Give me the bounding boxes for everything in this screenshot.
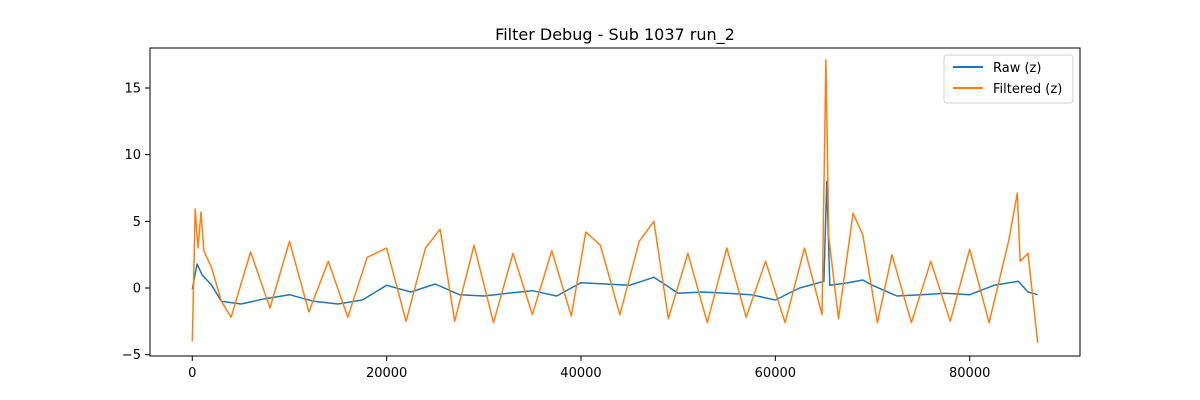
axes-frame (149, 47, 1081, 357)
y-tick-label: 5 (133, 215, 141, 230)
series-line-filtered (191, 59, 1039, 343)
y-tick-label: 15 (124, 82, 141, 97)
x-tick-label: 0 (188, 366, 196, 381)
x-axis-ticks: 0 20000 40000 60000 80000 (188, 356, 990, 381)
x-tick-label: 40000 (560, 366, 601, 381)
x-tick-label: 20000 (366, 366, 407, 381)
y-tick-label: 0 (133, 282, 141, 297)
x-tick-label: 80000 (949, 366, 990, 381)
y-tick-label: −5 (122, 348, 141, 363)
x-tick-label: 60000 (755, 366, 796, 381)
y-axis-ticks: −5 0 5 10 15 (122, 82, 150, 363)
series-line-raw (191, 180, 1038, 305)
legend: Raw (z) Filtered (z) (943, 54, 1074, 104)
plot-lines (191, 59, 1039, 343)
legend-label-raw: Raw (z) (993, 61, 1041, 76)
chart-title: Filter Debug - Sub 1037 run_2 (495, 25, 735, 45)
legend-label-filtered: Filtered (z) (993, 82, 1062, 97)
y-tick-label: 10 (124, 148, 141, 163)
